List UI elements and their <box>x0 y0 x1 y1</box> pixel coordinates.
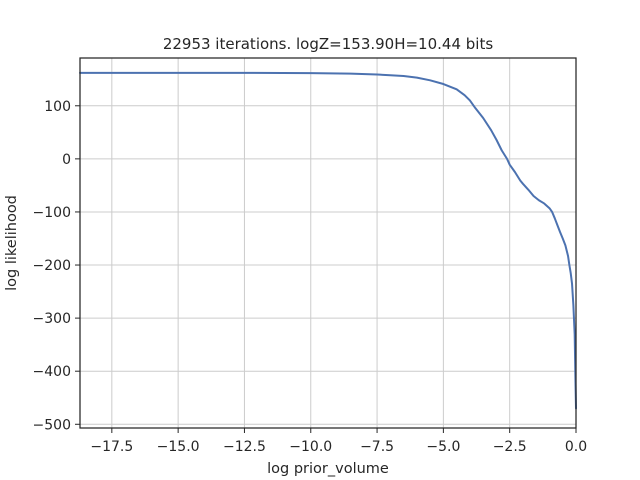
x-tick-label: 0.0 <box>565 439 587 455</box>
x-tick-label: −17.5 <box>90 439 133 455</box>
y-grid <box>80 105 576 425</box>
x-tick-label: −7.5 <box>360 439 394 455</box>
series-line <box>79 71 577 410</box>
x-axis-ticks: −17.5 −15.0 −12.5 −10.0 −7.5 −5.0 −2.5 0.0 <box>90 428 587 455</box>
chart-title: 22953 iterations. logZ=153.90H=10.44 bit… <box>163 35 494 53</box>
y-tick-label: 100 <box>44 99 71 115</box>
y-axis-ticks: 100 0 −100 −200 −300 −400 −500 <box>33 99 80 433</box>
y-tick-label: 0 <box>62 152 71 168</box>
y-axis-label: log likelihood <box>4 195 20 291</box>
series-layer <box>79 71 577 410</box>
x-tick-label: −15.0 <box>157 439 200 455</box>
y-tick-label: −500 <box>33 417 71 433</box>
x-tick-label: −12.5 <box>223 439 266 455</box>
x-tick-label: −10.0 <box>289 439 332 455</box>
x-tick-label: −5.0 <box>426 439 460 455</box>
plot-frame <box>79 57 577 429</box>
x-axis-label: log prior_volume <box>267 461 389 477</box>
y-tick-label: −400 <box>33 364 71 380</box>
x-tick-label: −2.5 <box>493 439 527 455</box>
y-tick-label: −200 <box>33 258 71 274</box>
y-tick-label: −300 <box>33 311 71 327</box>
plot-area-background <box>80 58 576 428</box>
y-tick-label: −100 <box>33 205 71 221</box>
